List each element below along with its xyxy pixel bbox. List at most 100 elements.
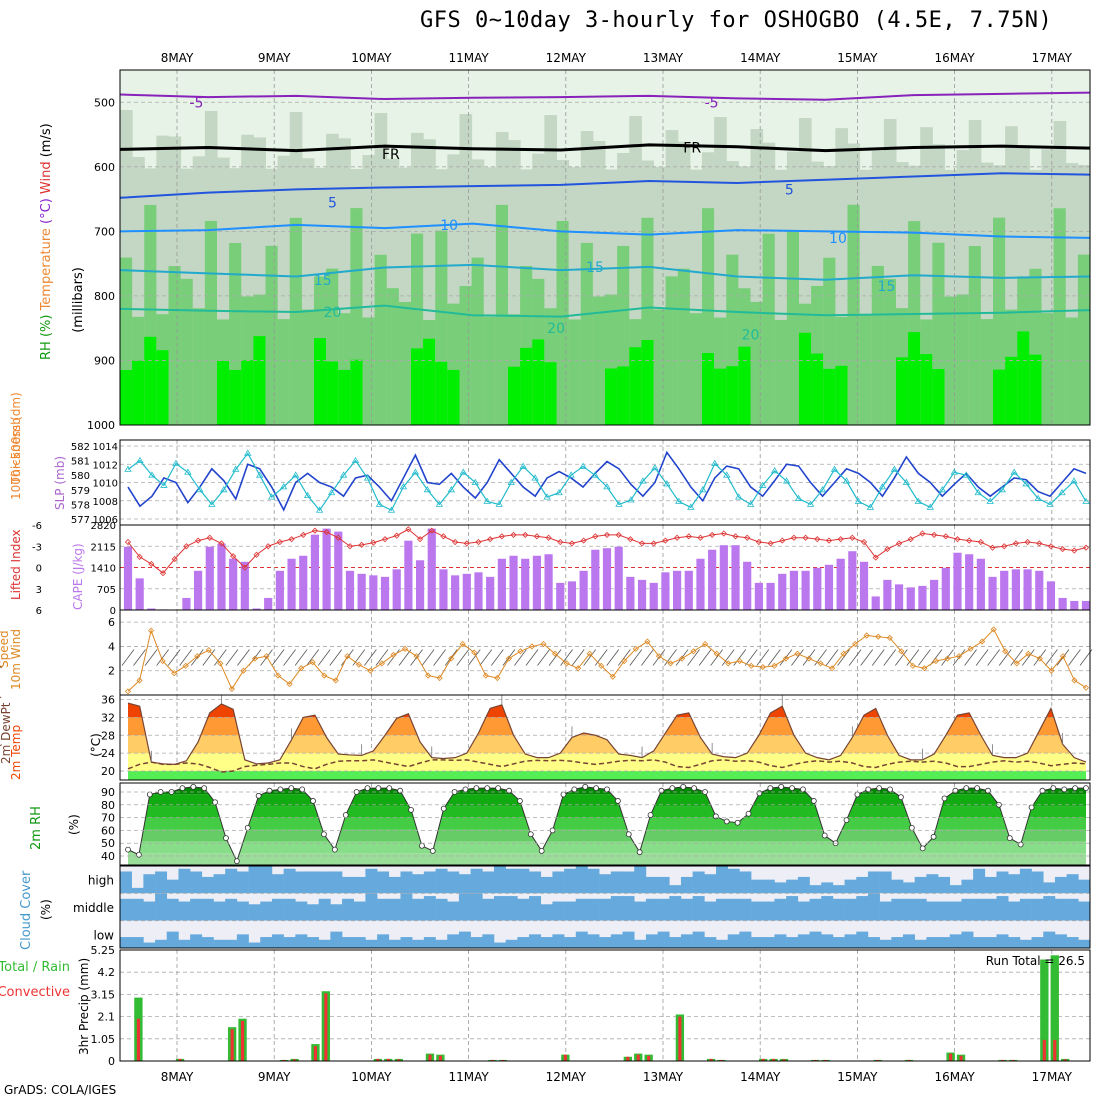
thickness-marker: [148, 471, 156, 478]
date-label-top: 10MAY: [351, 51, 392, 65]
cloud-low-bar: [225, 939, 238, 948]
precip-tick-label: 0: [108, 1055, 115, 1068]
rh-marker: [614, 798, 621, 804]
cape-bar: [719, 545, 728, 610]
wind-barb: [1021, 649, 1035, 666]
lifted-index-marker: [206, 534, 213, 541]
cape-bar: [334, 531, 343, 610]
cloud-low-bar: [938, 937, 951, 948]
cloud-high-bar: [248, 866, 261, 894]
cape-bar: [369, 575, 378, 610]
wind-speed-marker: [598, 662, 605, 669]
precip-convective-bar: [386, 1058, 390, 1061]
cloud-high-bar: [762, 879, 775, 894]
cloud-high-bar: [984, 876, 997, 894]
thickness-marker: [770, 467, 779, 474]
cloud-high-bar: [236, 871, 249, 894]
cloud-middle-bar: [961, 898, 974, 921]
cloud-low-bar: [388, 939, 401, 948]
thickness-marker: [136, 456, 144, 463]
cloud-high-bar: [739, 871, 752, 894]
cloud-low-bar: [248, 942, 261, 948]
rh-shade-bright: [605, 368, 618, 425]
cloud-high-bar: [774, 882, 787, 894]
cape-bar: [930, 579, 939, 610]
rh-shade-bright: [326, 361, 339, 425]
lifted-index-marker: [557, 538, 564, 546]
lifted-index-marker: [720, 530, 727, 537]
thickness-marker: [507, 478, 515, 485]
thickness-marker: [1022, 480, 1030, 487]
cape-bar: [229, 558, 238, 610]
wind-speed-marker: [702, 640, 709, 648]
cloud-high-bar: [400, 871, 413, 894]
lifted-index-marker: [685, 533, 692, 540]
cloud-low-bar: [353, 937, 366, 948]
cloud-high-bar: [938, 876, 951, 894]
rh-shade-bright: [314, 338, 327, 425]
cloud-middle-bar: [575, 898, 588, 921]
cloud-middle-bar: [786, 896, 799, 921]
wind-speed-marker: [655, 653, 663, 660]
thickness-marker: [914, 497, 923, 504]
precip-convective-bar: [626, 1056, 630, 1061]
thickness-marker: [974, 488, 982, 496]
rh-shade-bright: [617, 366, 630, 425]
cloud-low-bar: [879, 939, 892, 948]
cloud-middle-bar: [178, 901, 191, 921]
wind-barb: [456, 649, 470, 666]
date-label-top: 14MAY: [740, 51, 781, 65]
isotherm-label: FR: [683, 140, 701, 156]
cape-bar: [404, 540, 413, 610]
cape-tick-label: 0: [110, 606, 116, 617]
cloud-low-bar: [961, 931, 974, 948]
wind-barb: [941, 649, 954, 666]
rh-marker: [321, 831, 327, 838]
wind-speed-marker: [736, 657, 743, 665]
date-label-bottom: 10MAY: [351, 1070, 392, 1084]
lifted-index-marker: [1082, 544, 1090, 551]
wind-speed-marker: [1025, 650, 1032, 657]
thickness-marker: [866, 503, 875, 510]
thickness-marker: [531, 474, 539, 481]
cloud-high-bar: [306, 871, 319, 894]
cape-bar: [637, 579, 647, 610]
temp-band: [128, 771, 1086, 780]
precip-convective-bar: [824, 1059, 828, 1061]
cloud-middle-bar: [306, 904, 319, 921]
cloud-low-bar: [482, 934, 495, 948]
precip-convective-bar: [1063, 1059, 1067, 1061]
lifted-index-marker: [896, 540, 903, 547]
cloud-high-bar: [669, 885, 682, 894]
li-tick-label: 6: [36, 606, 42, 617]
cloud-high-bar: [260, 866, 273, 894]
wind-barb: [1033, 649, 1047, 666]
rh-marker: [930, 833, 937, 840]
rh-shade-green: [665, 276, 679, 425]
cloud-high-bar: [271, 874, 284, 894]
cloud-low-bar: [832, 937, 845, 948]
wind-speed-marker: [425, 672, 432, 679]
thickness-marker: [1058, 488, 1066, 496]
cloud-high-bar: [564, 868, 577, 894]
rh-marker: [974, 785, 981, 792]
cape-bar: [579, 570, 588, 610]
cloud-low-bar: [517, 937, 530, 948]
lifted-index-marker: [148, 560, 155, 568]
cloud-low-bar: [131, 937, 144, 948]
thickness-marker: [232, 465, 240, 472]
thickness-marker: [615, 500, 623, 507]
wind-speed-marker: [1059, 653, 1066, 660]
rh-marker: [462, 786, 469, 793]
wind-speed-marker: [528, 643, 536, 650]
wind-barb: [710, 649, 723, 666]
cloud-low-bar: [774, 934, 787, 948]
precip-total-bar: [1040, 959, 1049, 1061]
cape-bar: [123, 546, 133, 610]
wind-barb: [814, 649, 827, 666]
li-tick-label: -3: [32, 542, 42, 553]
precip-convective-bar: [709, 1058, 713, 1061]
cloud-middle-bar: [190, 898, 203, 921]
thickness-marker: [1082, 497, 1090, 504]
